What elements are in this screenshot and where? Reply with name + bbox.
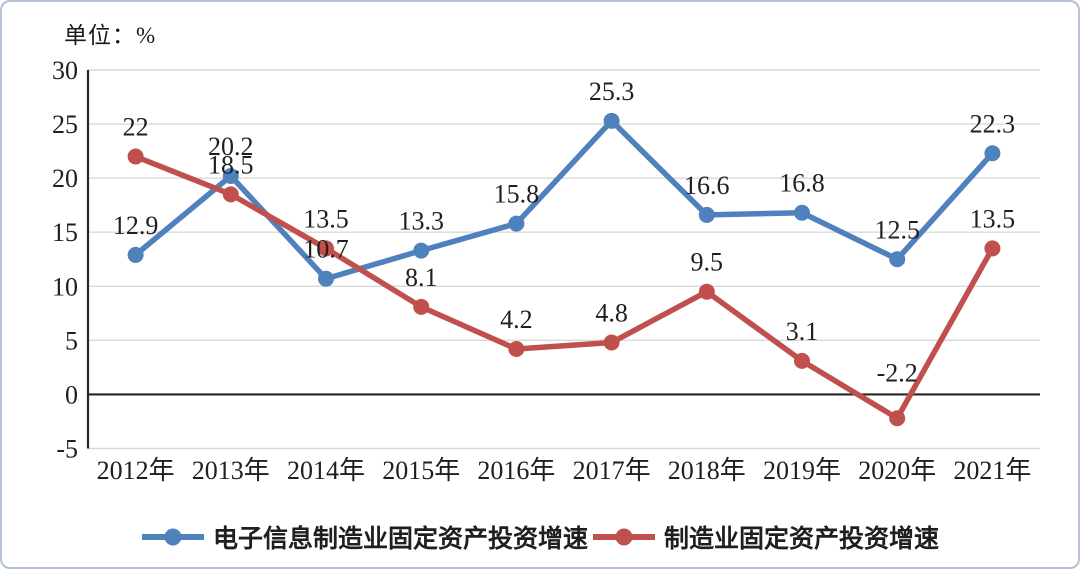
data-label: 22 <box>123 113 149 142</box>
data-label: 13.3 <box>398 207 444 236</box>
y-tick-label: 20 <box>52 164 78 193</box>
legend-marker-red-line-icon <box>593 528 655 546</box>
x-tick-label: 2016年 <box>477 456 555 485</box>
data-point <box>508 341 525 358</box>
series-line-1 <box>132 153 996 421</box>
data-point <box>127 148 144 165</box>
data-label: 25.3 <box>589 77 635 106</box>
legend-label-electronics: 电子信息制造业固定资产投资增速 <box>212 525 588 553</box>
data-point <box>984 145 1001 162</box>
series-line-0 <box>132 118 996 282</box>
y-tick-label: 25 <box>52 110 78 139</box>
x-tick-label: 2014年 <box>287 456 365 485</box>
data-point <box>603 334 620 351</box>
data-label: 12.9 <box>113 211 159 240</box>
legend-item-manufacturing: 制造业固定资产投资增速 <box>592 519 939 555</box>
data-point <box>318 270 334 287</box>
data-label: 22.3 <box>970 109 1016 138</box>
x-tick-label: 2012年 <box>97 456 175 485</box>
x-tick-label: 2018年 <box>668 456 746 485</box>
data-point <box>984 240 1001 257</box>
line-chart: -5 0 5 10 15 20 25 30 2012年 2013年 2014年 2015年 2016年 2… <box>52 56 1040 485</box>
x-tick-label: 2021年 <box>953 456 1031 485</box>
legend-label-manufacturing: 制造业固定资产投资增速 <box>664 525 940 553</box>
x-tick-label: 2020年 <box>858 456 936 485</box>
data-label: 13.5 <box>303 204 349 233</box>
y-tick-label: 5 <box>65 326 78 355</box>
data-point <box>222 186 239 203</box>
y-tick-label: 15 <box>52 218 78 247</box>
y-tick-label: -5 <box>56 435 78 464</box>
data-point <box>318 240 334 257</box>
data-label: 4.8 <box>595 299 628 328</box>
x-tick-label: 2015年 <box>382 456 460 485</box>
legend-item-electronics: 电子信息制造业固定资产投资增速 <box>141 519 588 555</box>
data-label: 3.1 <box>786 317 819 346</box>
y-tick-label: 30 <box>52 56 78 85</box>
data-point <box>413 298 430 315</box>
data-label: 20.2 <box>208 132 254 161</box>
data-point <box>698 206 715 223</box>
data-label: 8.1 <box>405 263 438 292</box>
data-point <box>889 410 906 427</box>
data-label: 16.6 <box>684 171 730 200</box>
x-tick-label: 2019年 <box>763 456 841 485</box>
data-point <box>222 167 239 184</box>
data-point <box>698 283 715 300</box>
data-label: -2.2 <box>877 358 918 387</box>
y-tick-label: 0 <box>65 380 78 409</box>
unit-label: 单位：% <box>64 23 157 48</box>
x-tick-label: 2017年 <box>573 456 651 485</box>
legend: 电子信息制造业固定资产投资增速 制造业固定资产投资增速 <box>2 519 1078 555</box>
data-label: 18.5 <box>208 150 254 179</box>
data-point <box>413 242 430 259</box>
data-label: 10.7 <box>303 235 349 264</box>
data-point <box>794 204 810 221</box>
data-point <box>508 215 525 232</box>
data-point <box>794 352 810 369</box>
legend-marker-blue-line-icon <box>141 528 204 546</box>
data-label: 16.8 <box>779 169 825 198</box>
y-tick-label: 10 <box>52 272 78 301</box>
data-label: 12.5 <box>874 215 920 244</box>
data-label: 15.8 <box>494 180 540 209</box>
data-label: 9.5 <box>691 248 724 277</box>
data-point <box>603 112 620 129</box>
data-point <box>127 246 144 263</box>
data-label: 4.2 <box>500 305 533 334</box>
x-tick-label: 2013年 <box>192 456 270 485</box>
data-label: 13.5 <box>970 204 1016 233</box>
data-point <box>889 251 906 268</box>
